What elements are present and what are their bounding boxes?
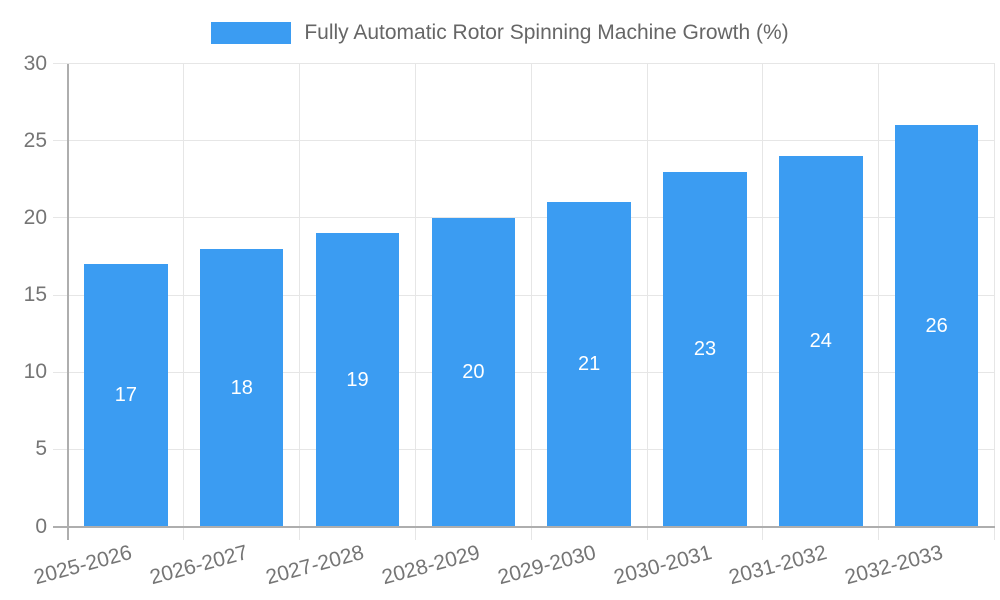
x-axis-line bbox=[53, 525, 995, 528]
x-tick-label: 2028-2029 bbox=[379, 541, 483, 590]
gridline-horizontal bbox=[53, 448, 995, 450]
y-tick-label: 15 bbox=[23, 283, 47, 306]
bar[interactable] bbox=[199, 248, 284, 527]
bar-value-label: 23 bbox=[693, 338, 717, 361]
y-tick-label: 10 bbox=[23, 360, 47, 384]
x-tick-label: 2026-2027 bbox=[147, 541, 251, 590]
x-tick-label: 2025-2026 bbox=[31, 541, 135, 590]
x-tick-label: 2027-2028 bbox=[263, 541, 367, 590]
legend-label: Fully Automatic Rotor Spinning Machine G… bbox=[304, 21, 789, 44]
bar-value-label: 21 bbox=[578, 353, 601, 376]
x-tick-label: 2032-2033 bbox=[842, 541, 946, 590]
bar[interactable] bbox=[315, 233, 400, 527]
bar-value-label: 20 bbox=[462, 361, 485, 384]
gridline-vertical bbox=[646, 63, 648, 540]
bar[interactable] bbox=[431, 217, 516, 527]
gridline-vertical bbox=[183, 63, 185, 540]
gridline-horizontal bbox=[53, 371, 995, 373]
bar[interactable] bbox=[663, 171, 747, 527]
gridline-vertical bbox=[414, 63, 416, 540]
y-tick-label: 30 bbox=[23, 51, 47, 75]
gridline-vertical bbox=[762, 63, 764, 540]
y-tick-label: 0 bbox=[35, 514, 47, 538]
x-tick-label: 2029-2030 bbox=[495, 541, 599, 590]
gridline-horizontal bbox=[53, 140, 995, 142]
gridline-horizontal bbox=[53, 217, 995, 219]
x-tick-label: 2030-2031 bbox=[610, 541, 714, 590]
bar-value-label: 17 bbox=[114, 384, 138, 407]
y-tick-label: 5 bbox=[35, 437, 47, 461]
bar[interactable] bbox=[779, 156, 863, 527]
gridline-vertical bbox=[994, 63, 995, 540]
gridline-horizontal bbox=[53, 63, 995, 64]
bar-value-label: 18 bbox=[230, 376, 253, 399]
legend-item[interactable]: Fully Automatic Rotor Spinning Machine G… bbox=[211, 20, 789, 46]
gridline-vertical bbox=[299, 63, 301, 540]
y-tick-label: 20 bbox=[23, 205, 47, 229]
gridline-horizontal bbox=[53, 294, 995, 296]
legend: Fully Automatic Rotor Spinning Machine G… bbox=[0, 18, 1000, 48]
bar-value-label: 19 bbox=[346, 368, 369, 391]
bar[interactable] bbox=[547, 202, 631, 527]
bar[interactable] bbox=[84, 264, 168, 527]
y-axis-line bbox=[67, 63, 69, 540]
bar[interactable] bbox=[894, 125, 979, 527]
legend-swatch bbox=[211, 22, 292, 44]
gridline-vertical bbox=[878, 63, 880, 540]
bar-value-label: 26 bbox=[925, 314, 948, 337]
gridline-vertical bbox=[530, 63, 532, 540]
y-tick-label: 25 bbox=[23, 128, 47, 152]
bar-value-label: 24 bbox=[809, 330, 832, 353]
x-tick-label: 2031-2032 bbox=[726, 541, 830, 590]
